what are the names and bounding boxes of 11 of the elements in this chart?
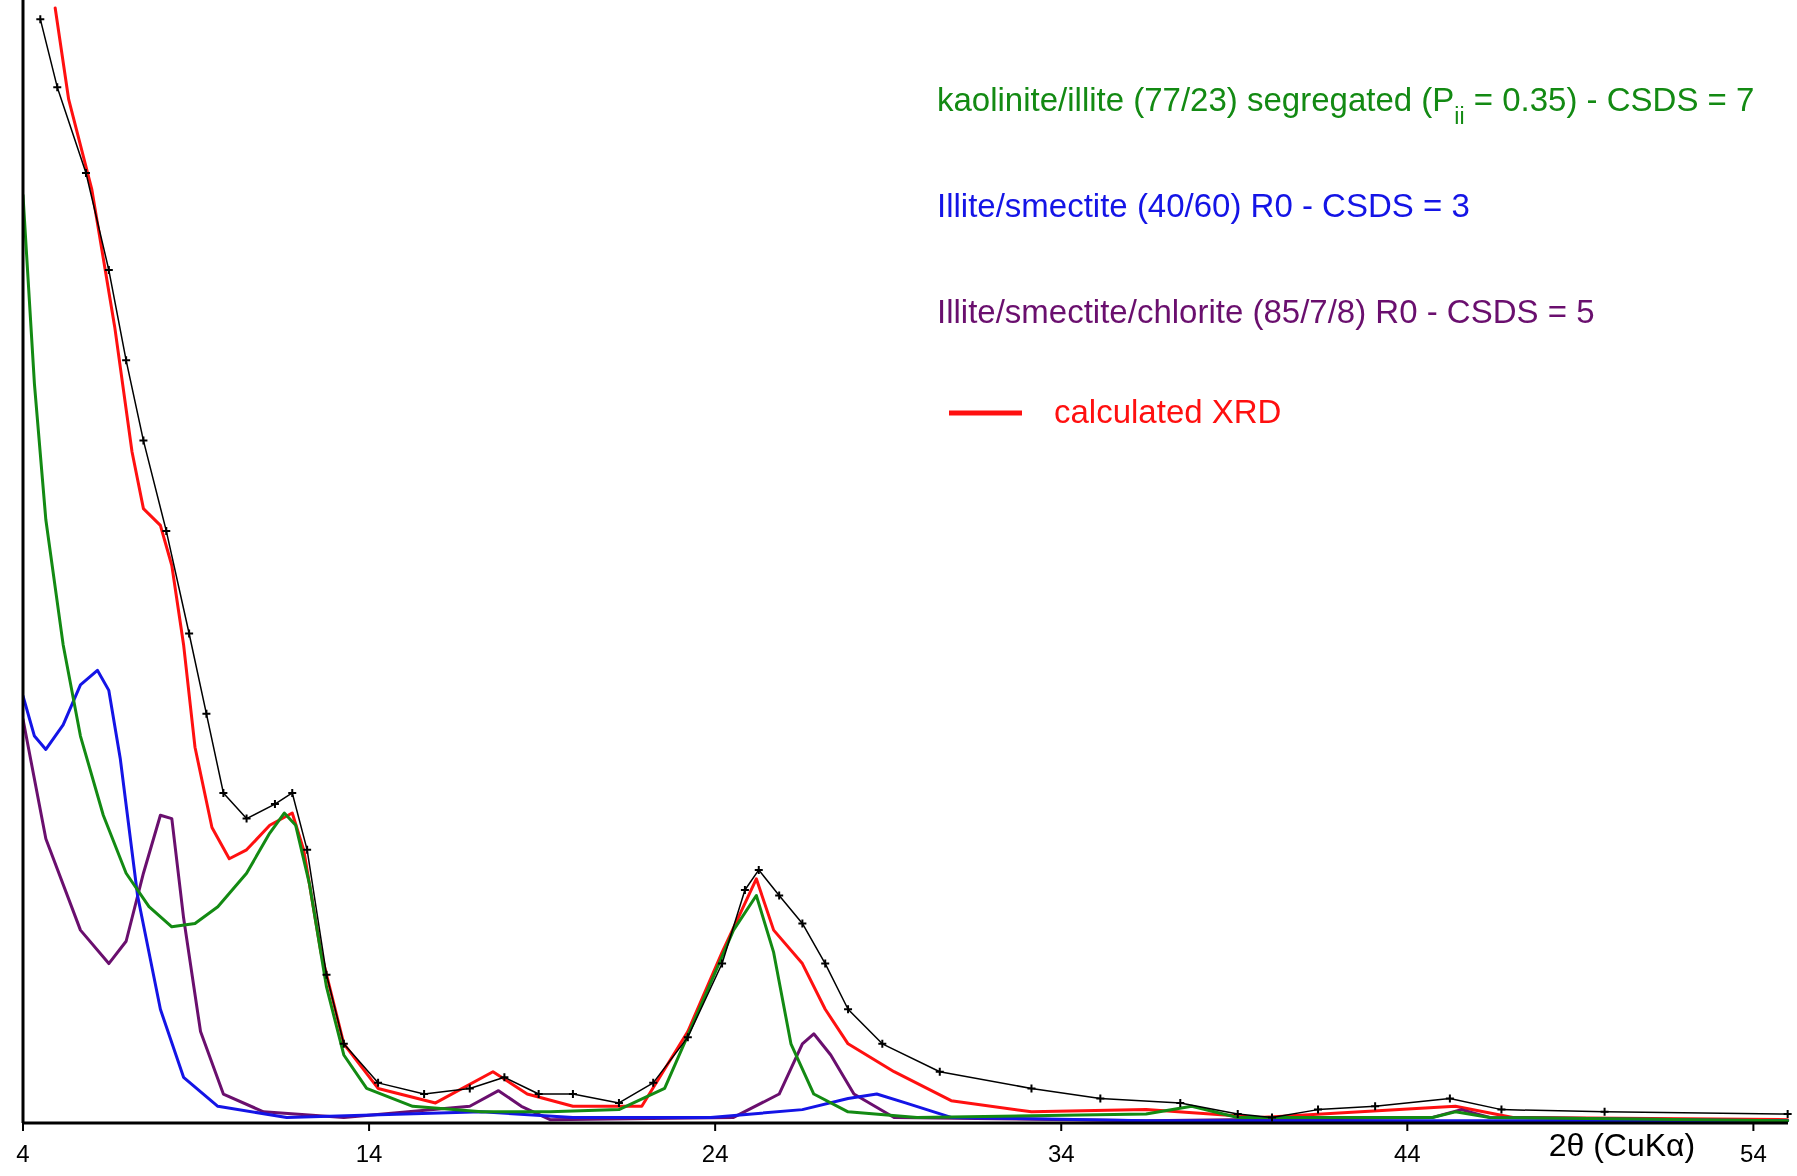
x-tick-label: 24 — [701, 1140, 729, 1167]
x-tick-label: 54 — [1740, 1140, 1767, 1167]
legend-label: calculated XRD — [1054, 393, 1282, 430]
text: Illite/smectite/chlorite (85/7/8) R0 - CSDS = 5 — [937, 293, 1595, 330]
x-tick-label: 14 — [355, 1140, 383, 1167]
x-tick-label: 44 — [1393, 1140, 1421, 1167]
x-axis-title: 2θ (CuKα) — [1548, 1127, 1696, 1163]
x-tick-label: 4 — [16, 1140, 30, 1167]
text: kaolinite/illite (77/23) segregated (P$_{ii}$ = 0.35) - CSDS = 7 — [937, 81, 1755, 129]
text: Illite/smectite (40/60) R0 - CSDS = 3 — [937, 187, 1470, 224]
x-tick-label: 34 — [1047, 1140, 1075, 1167]
